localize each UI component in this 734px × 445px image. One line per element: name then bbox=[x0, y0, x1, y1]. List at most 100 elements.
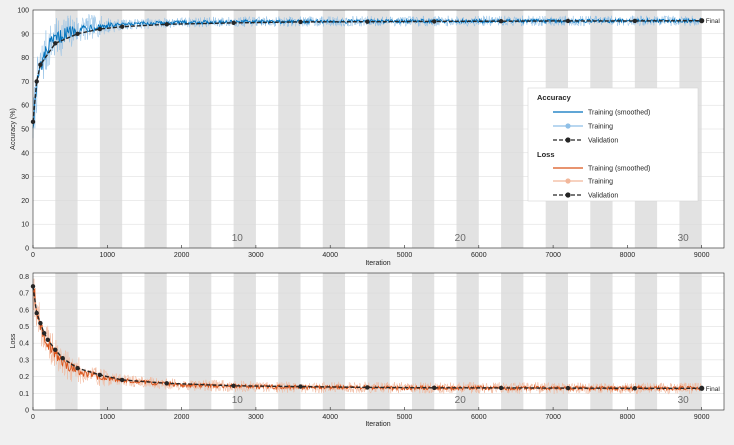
y-tick-label: 0.4 bbox=[19, 341, 29, 348]
epoch-label: 30 bbox=[678, 233, 690, 244]
epoch-band bbox=[456, 273, 479, 410]
x-tick-label: 1000 bbox=[100, 414, 116, 421]
accuracy-y-tick-labels: 0 10 20 30 40 50 60 70 80 90 100 bbox=[17, 8, 29, 253]
legend: Accuracy Training (smoothed) Training Va… bbox=[527, 87, 699, 202]
x-tick-label: 5000 bbox=[397, 252, 413, 259]
validation-point bbox=[75, 31, 80, 36]
validation-point bbox=[498, 385, 504, 391]
validation-point bbox=[164, 381, 169, 386]
x-tick-label: 8000 bbox=[620, 414, 636, 421]
y-tick-label: 30 bbox=[21, 174, 29, 181]
x-tick-label: 6000 bbox=[471, 252, 487, 259]
loss-x-tick-labels: 0 1000 2000 3000 4000 5000 6000 7000 8000 9000 bbox=[31, 407, 710, 421]
epoch-band bbox=[634, 273, 658, 410]
y-tick-label: 80 bbox=[21, 55, 29, 62]
epoch-band bbox=[144, 273, 167, 410]
legend-loss-training-marker bbox=[565, 178, 571, 184]
validation-point bbox=[365, 19, 370, 24]
accuracy-final-label: Final bbox=[706, 18, 721, 25]
y-tick-label: 0.8 bbox=[19, 274, 29, 281]
x-tick-label: 2000 bbox=[174, 252, 190, 259]
validation-point bbox=[231, 20, 236, 26]
validation-point bbox=[298, 19, 303, 25]
y-tick-label: 60 bbox=[21, 103, 29, 110]
y-tick-label: 0.2 bbox=[19, 374, 29, 381]
epoch-band bbox=[233, 273, 256, 410]
validation-point bbox=[53, 347, 58, 353]
validation-point bbox=[97, 26, 103, 32]
legend-loss-smoothed-label: Training (smoothed) bbox=[588, 166, 650, 173]
validation-point bbox=[34, 79, 39, 84]
final-validation-point bbox=[699, 385, 705, 391]
x-tick-label: 7000 bbox=[545, 252, 561, 259]
y-tick-label: 0.6 bbox=[19, 307, 29, 314]
epoch-band bbox=[545, 273, 568, 410]
accuracy-y-axis-label: Accuracy (%) bbox=[10, 108, 17, 150]
validation-point bbox=[119, 377, 125, 383]
loss-validation-series bbox=[30, 284, 705, 391]
y-tick-label: 0.1 bbox=[19, 391, 29, 398]
validation-point bbox=[38, 320, 43, 326]
accuracy-x-tick-labels: 0 1000 2000 3000 4000 5000 6000 7000 8000 9000 bbox=[31, 245, 710, 259]
validation-point bbox=[298, 384, 303, 389]
validation-point bbox=[632, 386, 638, 391]
y-tick-label: 50 bbox=[21, 127, 29, 134]
y-tick-label: 0.5 bbox=[19, 324, 29, 331]
validation-point bbox=[231, 383, 236, 388]
y-tick-label: 20 bbox=[21, 198, 29, 205]
loss-y-tick-labels: 0 0.1 0.2 0.3 0.4 0.5 0.6 0.7 0.8 bbox=[19, 274, 29, 415]
validation-point bbox=[632, 18, 638, 24]
legend-loss-validation-label: Validation bbox=[588, 193, 618, 200]
x-tick-label: 9000 bbox=[694, 414, 710, 421]
legend-acc-validation-label: Validation bbox=[588, 138, 618, 145]
x-tick-label: 0 bbox=[31, 252, 35, 259]
epoch-band bbox=[322, 273, 346, 410]
x-tick-label: 1000 bbox=[100, 252, 116, 259]
legend-acc-smoothed-label: Training (smoothed) bbox=[588, 110, 650, 117]
validation-point bbox=[119, 24, 125, 29]
validation-point bbox=[75, 366, 80, 371]
legend-acc-validation-marker bbox=[565, 137, 571, 143]
loss-y-axis-label: Loss bbox=[10, 333, 17, 348]
x-tick-label: 4000 bbox=[322, 252, 338, 259]
x-tick-label: 8000 bbox=[620, 252, 636, 259]
epoch-label: 10 bbox=[232, 233, 244, 244]
loss-epoch-labels: 10 20 30 bbox=[232, 395, 689, 406]
x-tick-label: 4000 bbox=[322, 414, 338, 421]
y-tick-label: 70 bbox=[21, 79, 29, 86]
loss-epoch-bands bbox=[55, 273, 702, 410]
validation-point bbox=[432, 385, 437, 390]
validation-point bbox=[432, 19, 437, 24]
x-tick-label: 0 bbox=[31, 414, 35, 421]
epoch-label: 20 bbox=[455, 395, 467, 406]
y-tick-label: 100 bbox=[17, 8, 29, 15]
loss-final-label: Final bbox=[706, 386, 721, 393]
epoch-band bbox=[278, 273, 301, 410]
x-tick-label: 9000 bbox=[694, 252, 710, 259]
validation-point bbox=[365, 385, 370, 390]
validation-point bbox=[565, 18, 571, 24]
legend-acc-training-label: Training bbox=[588, 124, 613, 131]
legend-loss-validation-marker bbox=[565, 192, 571, 198]
y-tick-label: 0.3 bbox=[19, 357, 29, 364]
legend-loss-training-label: Training bbox=[588, 179, 613, 186]
x-tick-label: 5000 bbox=[397, 414, 413, 421]
epoch-band bbox=[99, 273, 123, 410]
y-tick-label: 0 bbox=[25, 246, 29, 253]
validation-point bbox=[53, 41, 58, 46]
x-tick-label: 2000 bbox=[174, 414, 190, 421]
epoch-label: 30 bbox=[678, 395, 690, 406]
epoch-label: 10 bbox=[232, 395, 244, 406]
legend-loss-title: Loss bbox=[537, 150, 555, 159]
validation-point bbox=[498, 18, 504, 24]
x-tick-label: 7000 bbox=[545, 414, 561, 421]
epoch-band bbox=[679, 273, 702, 410]
validation-point bbox=[97, 372, 103, 378]
validation-point bbox=[45, 337, 51, 343]
epoch-band bbox=[411, 273, 435, 410]
epoch-band bbox=[189, 273, 212, 410]
x-tick-label: 3000 bbox=[248, 252, 264, 259]
epoch-band bbox=[590, 273, 613, 410]
